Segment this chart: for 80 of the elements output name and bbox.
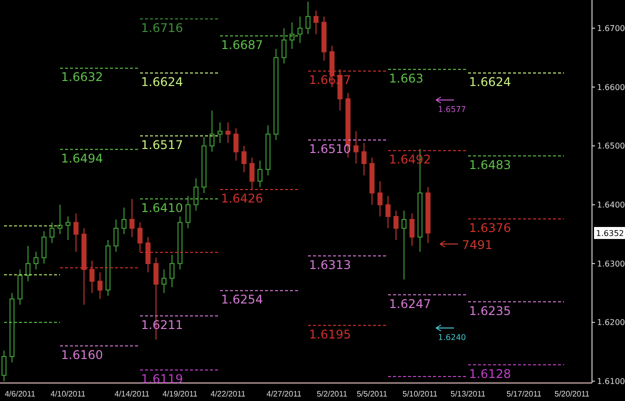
text: 1.6352 bbox=[596, 228, 624, 238]
series-label: 1.6624 bbox=[469, 74, 511, 89]
x-tick-label: 4/10/2011 bbox=[50, 390, 86, 399]
candlestick bbox=[218, 122, 222, 144]
x-tick-label: 4/6/2011 bbox=[4, 390, 36, 399]
series-label: 1.6119 bbox=[141, 372, 183, 386]
x-tick-label: 4/22/2011 bbox=[210, 390, 246, 399]
annotation: 1.6577 bbox=[438, 105, 466, 114]
candlestick bbox=[42, 230, 46, 264]
candlestick bbox=[226, 122, 230, 144]
candlestick bbox=[74, 213, 78, 252]
candlestick bbox=[162, 268, 166, 294]
candlestick bbox=[394, 210, 398, 241]
candlestick bbox=[314, 10, 318, 35]
candlestick bbox=[194, 178, 198, 212]
candlestick bbox=[50, 222, 54, 244]
candlestick bbox=[402, 210, 406, 280]
series-label: 1.6195 bbox=[309, 327, 351, 342]
annotation: 7491 bbox=[462, 238, 493, 252]
y-tick-label: 1.6200 bbox=[597, 318, 625, 328]
x-tick-label: 4/14/2011 bbox=[114, 390, 150, 399]
series-label: 1.6483 bbox=[469, 158, 511, 172]
series-label: 1.6410 bbox=[141, 200, 183, 215]
x-tick-label: 4/27/2011 bbox=[266, 390, 302, 399]
series-label: 1.6687 bbox=[221, 38, 263, 52]
candlestick bbox=[114, 218, 118, 252]
x-tick-label: 5/20/2011 bbox=[554, 390, 590, 399]
y-tick-label: 1.6400 bbox=[597, 200, 625, 210]
x-tick-label: 5/2/2011 bbox=[316, 390, 348, 399]
candlestick bbox=[242, 145, 246, 173]
series-label: 1.6494 bbox=[61, 151, 103, 166]
candlestick bbox=[90, 260, 94, 294]
series-label: 1.6254 bbox=[221, 292, 263, 307]
annotation: 1.6240 bbox=[438, 333, 466, 342]
candlestick bbox=[258, 160, 262, 188]
candlestick bbox=[34, 251, 38, 270]
x-tick-label: 4/19/2011 bbox=[162, 390, 198, 399]
y-tick-label: 1.6100 bbox=[597, 377, 625, 386]
candlestick bbox=[298, 16, 302, 44]
series-label: 1.663 bbox=[389, 71, 424, 86]
candlestick bbox=[186, 195, 190, 229]
series-label: 1.6235 bbox=[469, 304, 511, 318]
series-label: 1.6716 bbox=[141, 20, 183, 35]
candlestick bbox=[58, 204, 62, 235]
x-tick-label: 5/10/2011 bbox=[402, 390, 438, 399]
candlestick bbox=[138, 222, 142, 252]
candlestick bbox=[98, 272, 102, 300]
y-tick-label: 1.6500 bbox=[597, 142, 625, 151]
candlestick bbox=[354, 130, 358, 164]
x-tick-label: 5/13/2011 bbox=[450, 390, 486, 399]
candlestick bbox=[170, 254, 174, 288]
series-label: 1.6160 bbox=[61, 348, 103, 362]
series-label: 1.6128 bbox=[469, 366, 511, 381]
y-tick-label: 1.6700 bbox=[597, 24, 625, 34]
series-label: 1.6624 bbox=[141, 74, 183, 89]
candlestick bbox=[410, 213, 414, 246]
candlestick bbox=[386, 195, 390, 229]
series-label: 1.6313 bbox=[309, 258, 351, 272]
candlestick bbox=[130, 198, 134, 238]
candlestick bbox=[362, 142, 366, 176]
series-label: 1.6517 bbox=[141, 138, 183, 152]
candlestick bbox=[210, 110, 214, 152]
candlestick bbox=[290, 22, 294, 50]
y-tick-label: 1.6600 bbox=[597, 82, 625, 92]
candlestick bbox=[146, 236, 150, 273]
x-tick-label: 5/17/2011 bbox=[506, 390, 542, 399]
candlestick bbox=[250, 157, 254, 191]
candlestick bbox=[18, 268, 22, 306]
candlestick bbox=[66, 216, 70, 241]
series-label: 1.6632 bbox=[61, 70, 103, 84]
candlestick bbox=[282, 28, 286, 64]
series-label: 1.6247 bbox=[389, 296, 431, 311]
series-label: 1.6376 bbox=[469, 220, 511, 235]
candlestick bbox=[378, 180, 382, 218]
candlestick bbox=[122, 207, 126, 235]
series-label: 1.6426 bbox=[221, 191, 263, 206]
x-tick-label: 5/5/2011 bbox=[356, 390, 388, 399]
candlestick bbox=[234, 128, 238, 162]
candlestick bbox=[26, 245, 30, 282]
y-tick-label: 1.6300 bbox=[597, 259, 625, 268]
